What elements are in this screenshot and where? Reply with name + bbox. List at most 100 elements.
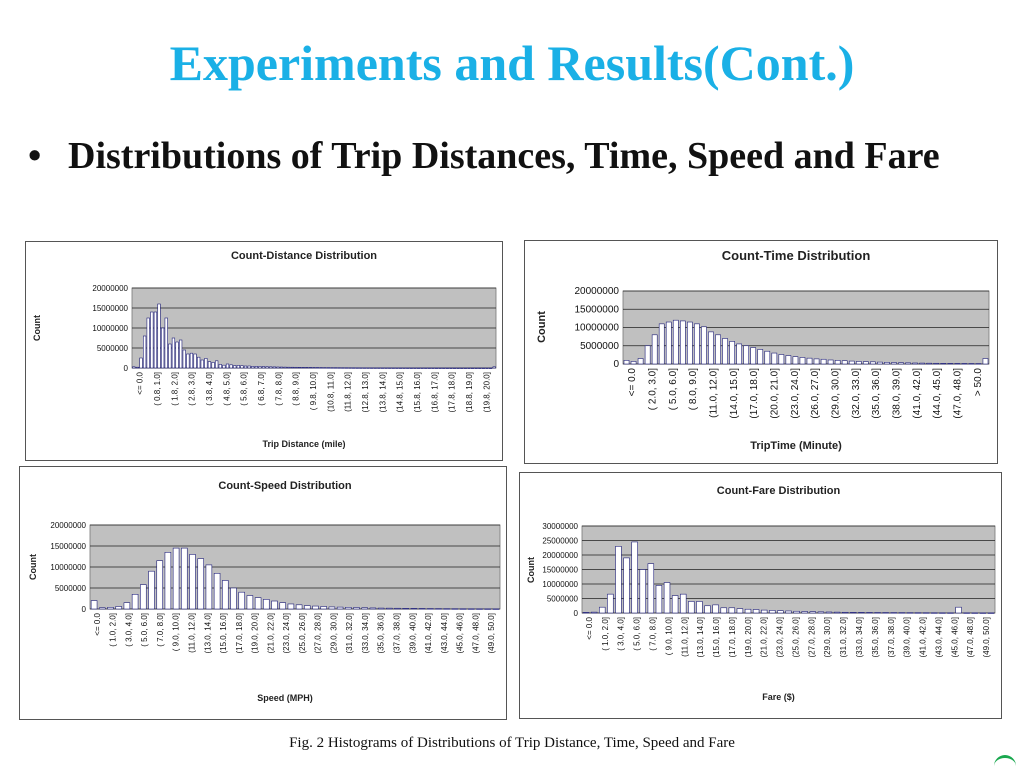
histogram-bar bbox=[213, 573, 221, 610]
histogram-bar bbox=[729, 341, 735, 365]
histogram-bar bbox=[279, 366, 284, 369]
chart-distance: 0 5000000 10000000 15000000 20000000 <= 0.0 ( … bbox=[32, 250, 497, 449]
histogram-bar bbox=[817, 611, 825, 614]
histogram-bar bbox=[459, 608, 467, 610]
histogram-bar bbox=[90, 600, 98, 610]
histogram-bar bbox=[468, 608, 475, 610]
histogram-bar bbox=[140, 584, 147, 610]
x-tick-label: ( 1.0, 2.0] bbox=[601, 617, 610, 651]
x-tick-label: ( 5.0, 6.0] bbox=[668, 368, 679, 410]
histogram-bar bbox=[269, 366, 273, 369]
x-axis-label: Speed (MPH) bbox=[257, 693, 313, 703]
histogram-bar bbox=[841, 360, 848, 365]
chart-speed: 0 5000000 10000000 15000000 20000000 <= 0.0 ( … bbox=[28, 480, 501, 703]
histogram-bar bbox=[431, 367, 435, 369]
histogram-bar bbox=[150, 311, 154, 369]
x-tick-label: (11.0, 12.0] bbox=[709, 368, 720, 418]
histogram-bar bbox=[492, 366, 496, 369]
histogram-bar bbox=[246, 595, 254, 610]
histogram-bar bbox=[435, 608, 442, 610]
histogram-bar bbox=[701, 326, 707, 365]
histogram-bar bbox=[785, 610, 792, 614]
histogram-bar bbox=[297, 367, 302, 369]
histogram-bar bbox=[420, 367, 424, 369]
histogram-bar bbox=[377, 367, 381, 369]
histogram-bar bbox=[825, 611, 833, 614]
x-tick-label: (35.0, 36.0] bbox=[871, 617, 880, 657]
histogram-bar bbox=[793, 610, 800, 614]
histogram-bar bbox=[146, 317, 150, 369]
x-tick-label: (45.0, 46.0] bbox=[456, 613, 465, 653]
histogram-bar bbox=[898, 612, 906, 614]
histogram-bar bbox=[704, 605, 711, 614]
histogram-bar bbox=[290, 366, 294, 369]
histogram-bar bbox=[240, 365, 244, 369]
x-tick-label: <= 0.0 bbox=[627, 368, 638, 397]
histogram-bar bbox=[712, 604, 719, 614]
y-tick-label: 10000000 bbox=[50, 563, 86, 572]
x-tick-label: ( 1.8, 2.0] bbox=[170, 372, 179, 406]
histogram-bar bbox=[218, 364, 222, 369]
histogram-bar bbox=[460, 367, 464, 369]
histogram-bar bbox=[316, 367, 320, 369]
x-tick-label: (12.8, 13.0] bbox=[361, 372, 370, 412]
x-tick-label: (20.0, 21.0] bbox=[770, 368, 781, 419]
x-tick-label: (25.0, 26.0] bbox=[298, 613, 307, 653]
x-tick-label: ( 9.8, 10.0] bbox=[309, 372, 318, 410]
histogram-bar bbox=[132, 366, 136, 369]
histogram-bar bbox=[330, 367, 334, 369]
x-tick-label: ( 9.0, 10.0] bbox=[172, 613, 181, 651]
histogram-bar bbox=[680, 593, 687, 614]
histogram-bar bbox=[312, 367, 316, 369]
histogram-bar bbox=[294, 366, 298, 369]
x-tick-label: (37.0, 38.0] bbox=[887, 617, 896, 657]
histogram-bar bbox=[181, 547, 188, 610]
x-tick-label: (23.0, 24.0] bbox=[790, 368, 801, 419]
histogram-bar bbox=[485, 367, 489, 369]
chart-panel-distance: 0 5000000 10000000 15000000 20000000 <= 0.0 ( … bbox=[25, 241, 503, 461]
histogram-bar bbox=[179, 339, 183, 369]
histogram-bar bbox=[197, 356, 201, 369]
bullet-dot: • bbox=[28, 135, 42, 177]
histogram-bar bbox=[866, 612, 873, 614]
histogram-bar bbox=[251, 366, 255, 369]
histogram-bar bbox=[211, 362, 215, 369]
histogram-bar bbox=[279, 602, 286, 610]
histogram-bar bbox=[792, 356, 799, 365]
histogram-bar bbox=[665, 321, 672, 365]
histogram-bar bbox=[361, 607, 368, 610]
histogram-bar bbox=[467, 367, 471, 369]
histogram-bar bbox=[442, 367, 446, 369]
x-tick-label: (35.0, 36.0] bbox=[871, 368, 882, 419]
histogram-bar bbox=[301, 367, 305, 369]
y-tick-label: 0 bbox=[574, 609, 579, 618]
histogram-bar bbox=[801, 611, 808, 614]
histogram-bar bbox=[391, 367, 395, 369]
histogram-bar bbox=[671, 595, 679, 614]
x-tick-label: ( 2.8, 3.0] bbox=[188, 372, 197, 406]
x-tick-label: (41.0, 42.0] bbox=[424, 613, 433, 653]
histogram-bar bbox=[834, 360, 841, 365]
histogram-bar bbox=[449, 367, 453, 369]
y-axis-label: Count bbox=[526, 557, 536, 583]
x-tick-label: (49.0, 50.0] bbox=[487, 613, 496, 653]
x-tick-label: (47.0, 48.0] bbox=[471, 613, 480, 653]
histogram-bar bbox=[276, 366, 280, 369]
histogram-bar bbox=[326, 367, 331, 369]
x-tick-label: (47.0, 48.0] bbox=[953, 368, 964, 419]
histogram-bar bbox=[975, 363, 982, 365]
chart-panel-speed: 0 5000000 10000000 15000000 20000000 <= 0.0 ( … bbox=[19, 466, 507, 720]
histogram-bar bbox=[398, 367, 403, 369]
x-tick-label: (17.0, 18.0] bbox=[235, 613, 244, 653]
x-tick-label: (11.8, 12.0] bbox=[344, 372, 353, 412]
x-tick-label: ( 2.0, 3.0] bbox=[648, 368, 659, 410]
x-tick-label: (29.0, 30.0] bbox=[831, 368, 842, 419]
histogram-bar bbox=[445, 367, 449, 369]
histogram-bar bbox=[345, 607, 352, 610]
histogram-bar bbox=[760, 609, 768, 614]
histogram-bar bbox=[254, 366, 258, 369]
histogram-bar bbox=[337, 367, 341, 369]
histogram-bar bbox=[890, 612, 897, 614]
histogram-bar bbox=[939, 612, 946, 614]
histogram-bar bbox=[99, 607, 106, 610]
